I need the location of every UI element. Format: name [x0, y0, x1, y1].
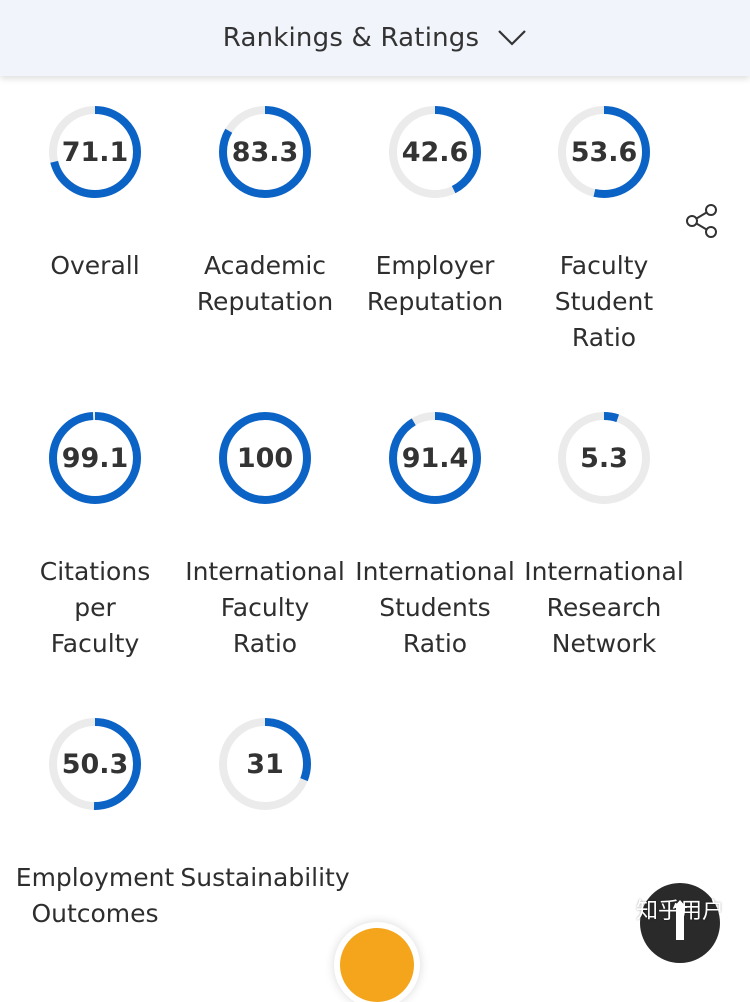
- score-ring-graphic: [49, 106, 141, 198]
- score-ring-graphic: [389, 106, 481, 198]
- arrow-up-icon: [673, 900, 687, 940]
- metric-label: Employer Reputation: [366, 251, 504, 316]
- ring-progress: [49, 412, 141, 504]
- metric-label: International Research Network: [524, 557, 684, 658]
- score-ring: 50.3: [47, 716, 143, 812]
- metric-label: Overall: [50, 251, 140, 280]
- score-ring-graphic: [219, 718, 311, 810]
- metric-label: Sustainability: [180, 863, 350, 892]
- score-value: 31: [246, 748, 284, 780]
- score-value: 53.6: [570, 136, 638, 168]
- ring-progress: [389, 106, 481, 198]
- score-ring-graphic: [49, 718, 141, 810]
- ring-progress: [389, 412, 481, 504]
- score-ring: 5.3: [556, 410, 652, 506]
- metric-label: Faculty Student Ratio: [554, 251, 654, 352]
- ring-progress: [219, 106, 311, 198]
- score-value: 50.3: [61, 748, 129, 780]
- score-ring: 100: [217, 410, 313, 506]
- score-ring-graphic: [558, 412, 650, 504]
- score-value: 42.6: [401, 136, 469, 168]
- ring-progress: [49, 718, 141, 810]
- metric-label: International Faculty Ratio: [185, 557, 345, 658]
- score-ring-graphic: [219, 106, 311, 198]
- orange-action-button[interactable]: [340, 928, 414, 1002]
- score-ring: 99.1: [47, 410, 143, 506]
- rankings-header[interactable]: Rankings & Ratings: [0, 0, 750, 76]
- score-value: 83.3: [231, 136, 299, 168]
- ring-progress: [558, 106, 650, 198]
- ring-progress: [219, 718, 311, 810]
- ring-progress: [219, 412, 311, 504]
- score-value: 71.1: [61, 136, 129, 168]
- header-title: Rankings & Ratings: [222, 23, 480, 53]
- score-ring-graphic: [389, 412, 481, 504]
- score-value: 5.3: [580, 442, 628, 474]
- score-value: 99.1: [61, 442, 129, 474]
- metrics-grid: 71.1 Overall 83.3 Academic Reputation 42.6 Em…: [15, 104, 684, 928]
- metric-label: Citations per Faculty: [39, 557, 151, 658]
- score-value: 100: [236, 442, 294, 474]
- metric-label: International Students Ratio: [355, 557, 515, 658]
- metric-label: Employment Outcomes: [15, 863, 175, 928]
- chevron-down-icon[interactable]: [497, 28, 527, 48]
- share-icon[interactable]: [684, 203, 720, 239]
- score-ring: 71.1: [47, 104, 143, 200]
- score-ring: 42.6: [387, 104, 483, 200]
- score-ring: 83.3: [217, 104, 313, 200]
- score-ring: 31: [217, 716, 313, 812]
- score-ring: 53.6: [556, 104, 652, 200]
- score-ring-graphic: [219, 412, 311, 504]
- ring-progress: [49, 106, 141, 198]
- score-ring-graphic: [49, 412, 141, 504]
- score-ring-graphic: [558, 106, 650, 198]
- score-value: 91.4: [401, 442, 469, 474]
- ring-progress: [558, 412, 650, 504]
- metric-label: Academic Reputation: [196, 251, 334, 316]
- score-ring: 91.4: [387, 410, 483, 506]
